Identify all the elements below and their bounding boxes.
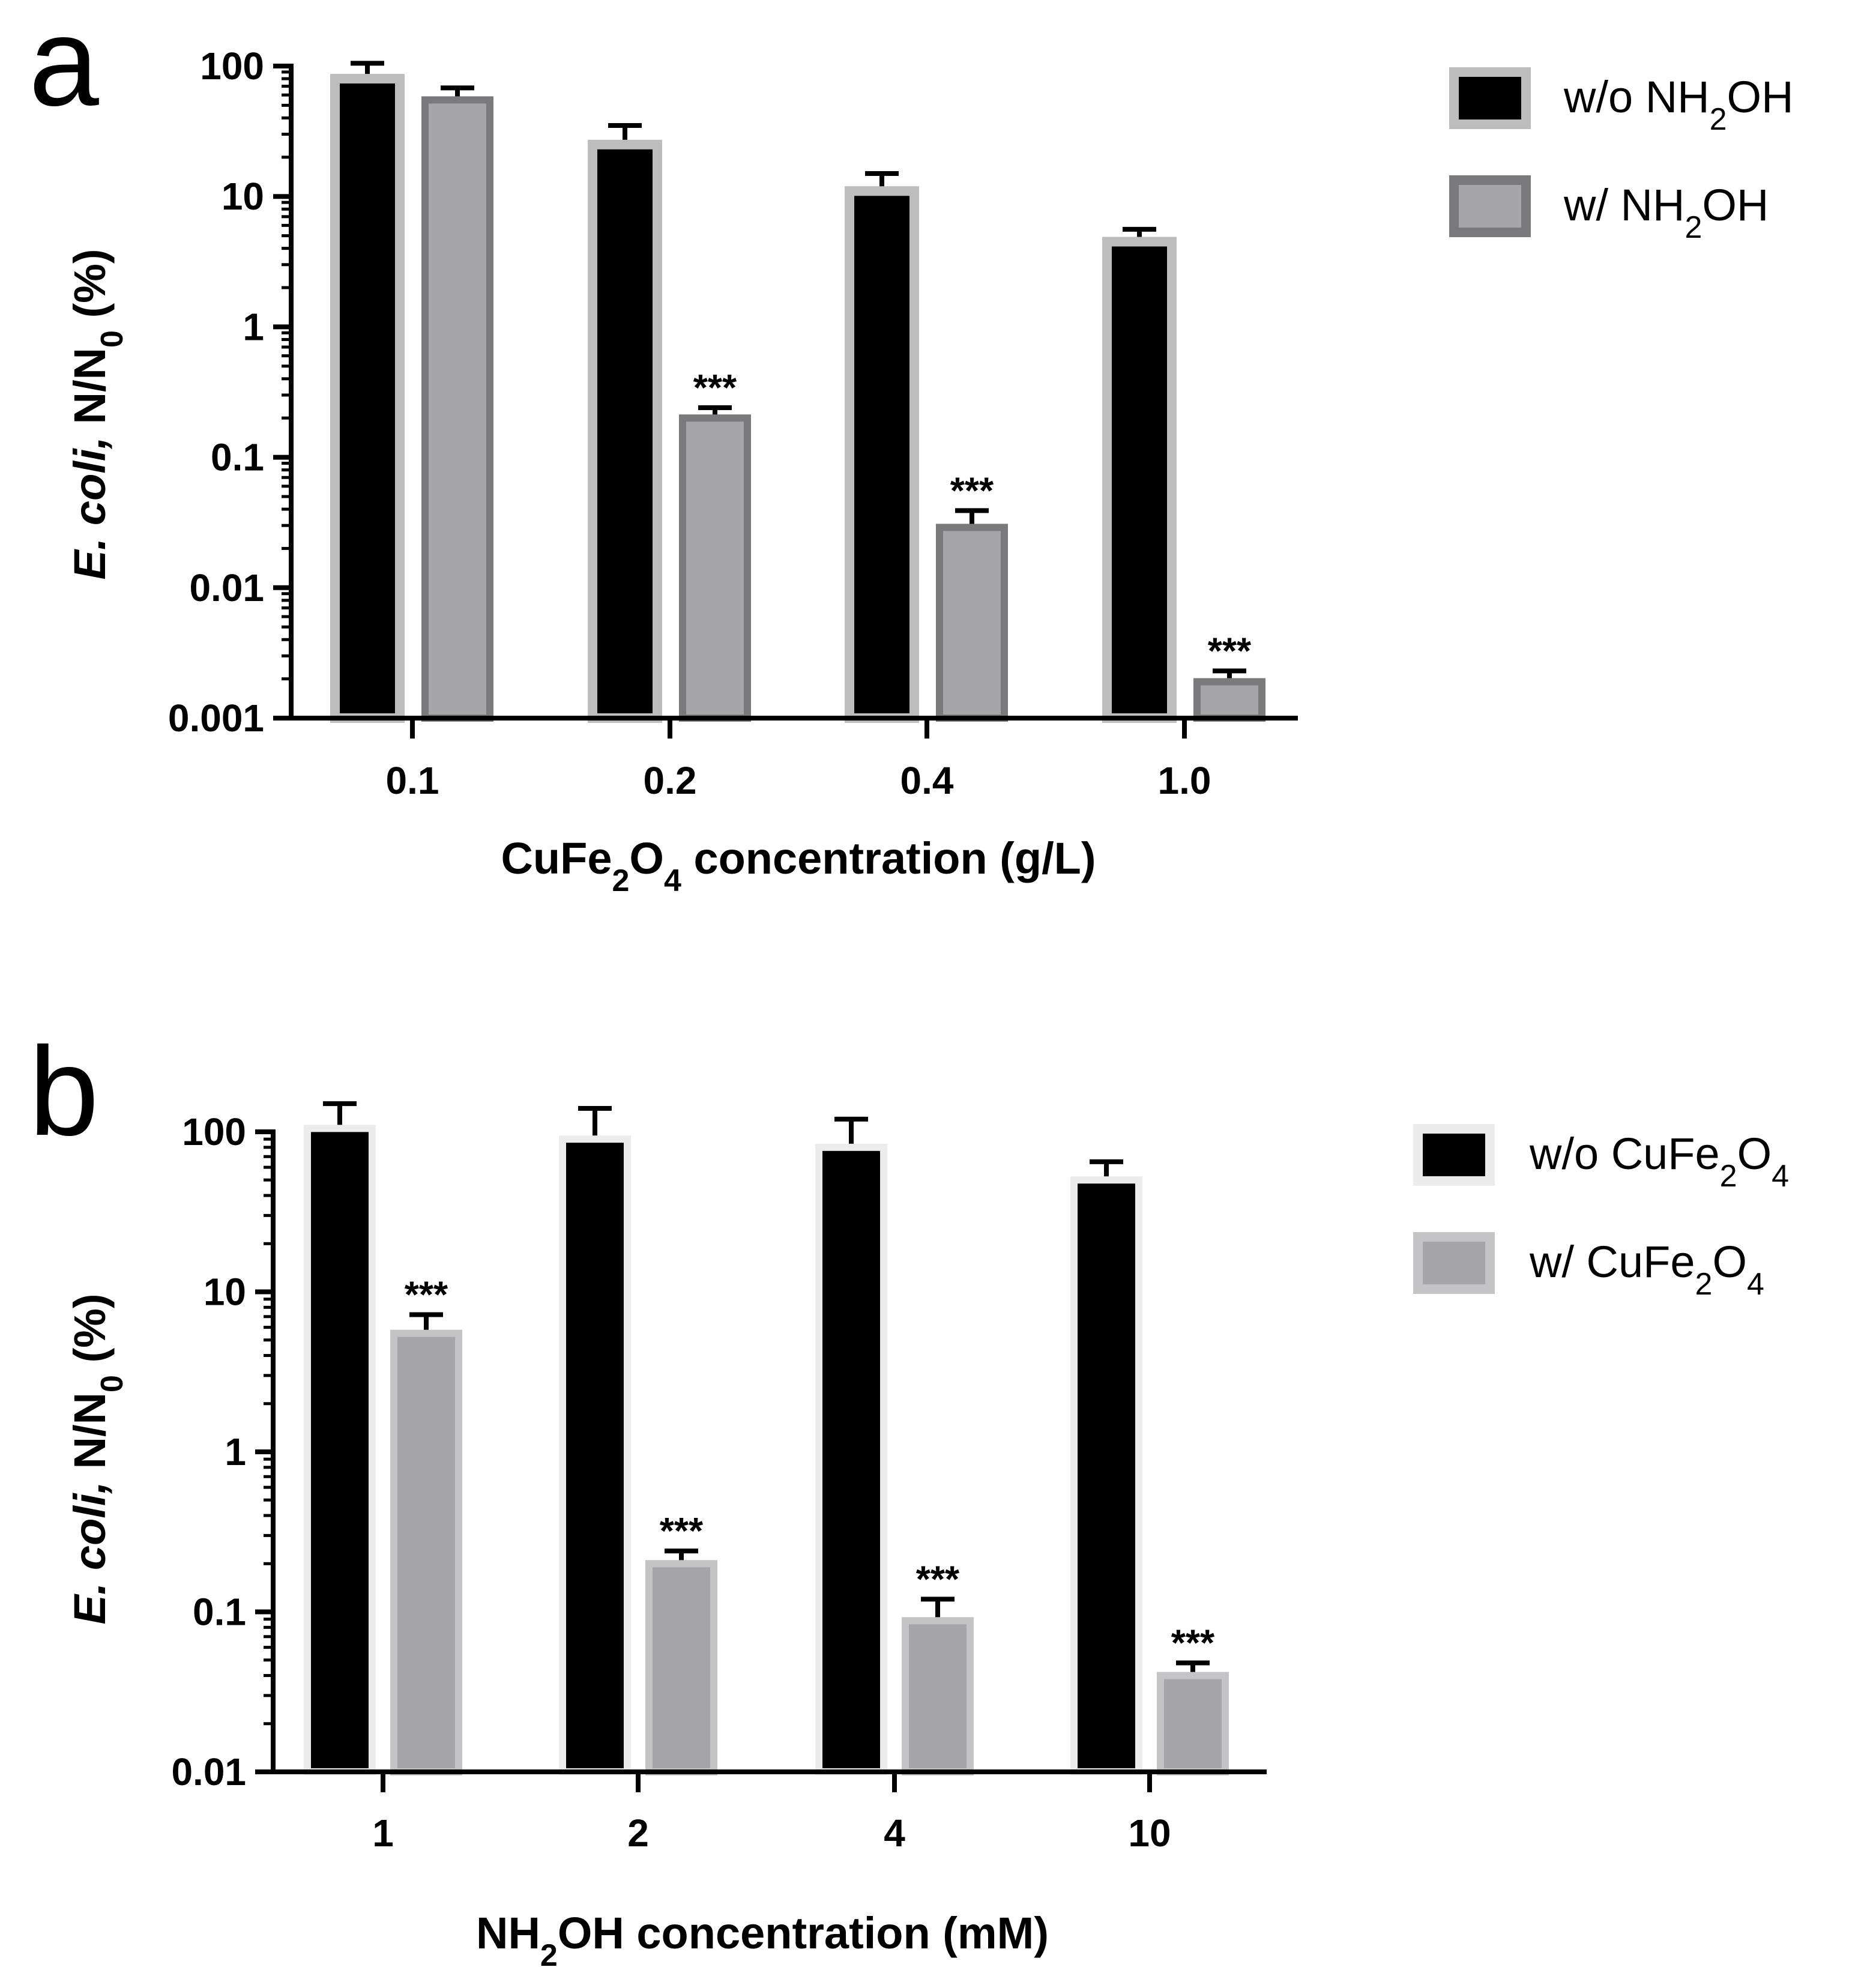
bar-plotB-series1-2 xyxy=(902,1617,974,1776)
x-tick-label: 0.1 xyxy=(386,759,439,802)
bar-plotA-series1-0 xyxy=(421,96,493,722)
y-tick-label: 0.1 xyxy=(193,1591,246,1634)
panel-a-letter: a xyxy=(29,0,99,132)
y-tick-label: 0.001 xyxy=(168,696,264,740)
bar-plotB-series0-0 xyxy=(304,1125,376,1775)
significance-marker-plotA-1: *** xyxy=(693,367,737,409)
panel-a-ylabel-sub: 0 xyxy=(95,330,130,348)
x-tick-label: 1.0 xyxy=(1158,759,1211,802)
bar-plotA-series0-3 xyxy=(1102,237,1177,724)
svg-text:E. coli, N/N0: E. coli, N/N0 (%) xyxy=(65,1293,130,1624)
panel-a-x-axis-label: CuFe2O4 concentration (g/L) xyxy=(501,833,1096,898)
panel-b-plot-area: *** *** *** *** 0.01 0.1 1 10 100 1 2 4 10 xyxy=(171,1101,1267,1855)
significance-marker-plotA-3: *** xyxy=(1208,630,1252,672)
bar-plotA-series1-1 xyxy=(679,414,751,722)
legend-label-wo-nh2oh: w/o NH2OH xyxy=(1563,72,1794,137)
panel-a-plot-area: *** *** *** 0.001 0.01 0.1 1 10 100 0.1 0.2 0.4 1.0 xyxy=(168,44,1298,802)
bar-plotB-series1-1 xyxy=(645,1560,717,1775)
panel-b-ylabel-sub: 0 xyxy=(95,1375,130,1392)
legend-label-wo-cufe2o4: w/o CuFe2O4 xyxy=(1529,1129,1789,1194)
legend-swatch-wo-nh2oh xyxy=(1449,67,1531,129)
significance-marker-plotB-2: *** xyxy=(916,1559,960,1600)
legend-label-w-nh2oh: w/ NH2OH xyxy=(1563,180,1769,245)
legend-swatch-wo-cufe2o4 xyxy=(1413,1124,1495,1186)
legend-swatch-w-cufe2o4 xyxy=(1413,1232,1495,1294)
svg-text:E. coli, N/N0: E. coli, N/N0 (%) xyxy=(65,249,130,579)
panel-b-y-axis-label: E. coli, N/N0 (%) xyxy=(65,1293,130,1624)
panel-a-ylabel-italic: E. coli, xyxy=(65,437,115,580)
panel-a: a E. coli, N/N0 (%) CuFe2O4 concentratio… xyxy=(29,0,1794,898)
bar-plotA-series1-3 xyxy=(1193,678,1265,722)
panel-a-y-axis-label: E. coli, N/N0 (%) xyxy=(65,249,130,579)
panel-b: b E. coli, N/N0 (%) NH2OH concentration … xyxy=(29,1021,1789,1967)
bar-plotB-series1-0 xyxy=(390,1329,462,1775)
y-tick-label: 1 xyxy=(243,305,264,348)
x-tick-label: 1 xyxy=(372,1811,394,1855)
panel-a-ylabel-rest: N/N xyxy=(65,348,115,424)
panel-a-legend: w/o NH2OH w/ NH2OH xyxy=(1449,67,1794,245)
panel-b-ylabel-tail: (%) xyxy=(65,1293,115,1362)
y-tick-label: 100 xyxy=(182,1110,246,1153)
x-tick-label: 0.2 xyxy=(644,759,697,802)
y-tick-label: 0.01 xyxy=(171,1750,246,1793)
x-tick-label: 2 xyxy=(627,1811,649,1855)
significance-marker-plotB-0: *** xyxy=(405,1275,448,1316)
y-tick-label: 10 xyxy=(222,175,264,218)
legend-label-w-cufe2o4: w/ CuFe2O4 xyxy=(1529,1237,1764,1302)
y-tick-label: 10 xyxy=(204,1271,246,1314)
bar-plotB-series0-2 xyxy=(815,1143,887,1775)
bar-plotB-series1-3 xyxy=(1157,1672,1229,1776)
significance-marker-plotB-3: *** xyxy=(1171,1622,1215,1664)
x-tick-label: 0.4 xyxy=(900,759,954,802)
y-tick-label: 0.01 xyxy=(189,566,264,609)
bar-plotB-series0-1 xyxy=(559,1135,631,1775)
significance-marker-plotA-2: *** xyxy=(950,470,994,512)
y-tick-label: 0.1 xyxy=(211,436,264,479)
panel-b-letter: b xyxy=(29,1021,99,1162)
y-tick-label: 1 xyxy=(225,1430,246,1473)
x-tick-label: 10 xyxy=(1128,1811,1171,1855)
panel-b-x-axis-label: NH2OH concentration (mM) xyxy=(476,1908,1049,1967)
bar-plotA-series0-2 xyxy=(845,186,919,723)
legend-swatch-w-nh2oh xyxy=(1449,175,1531,237)
panel-a-ylabel-tail: (%) xyxy=(65,249,115,318)
significance-marker-plotB-1: *** xyxy=(660,1511,704,1552)
y-tick-label: 100 xyxy=(200,44,264,88)
panel-b-ylabel-italic: E. coli, xyxy=(65,1481,115,1625)
bar-plotA-series1-2 xyxy=(936,524,1008,722)
bar-plotB-series0-3 xyxy=(1070,1176,1142,1775)
bar-plotA-series0-1 xyxy=(588,139,662,723)
panel-b-ylabel-rest: N/N xyxy=(65,1392,115,1469)
bar-plotA-series0-0 xyxy=(330,74,405,724)
x-tick-label: 4 xyxy=(884,1811,905,1855)
panel-b-legend: w/o CuFe2O4 w/ CuFe2O4 xyxy=(1413,1124,1789,1302)
